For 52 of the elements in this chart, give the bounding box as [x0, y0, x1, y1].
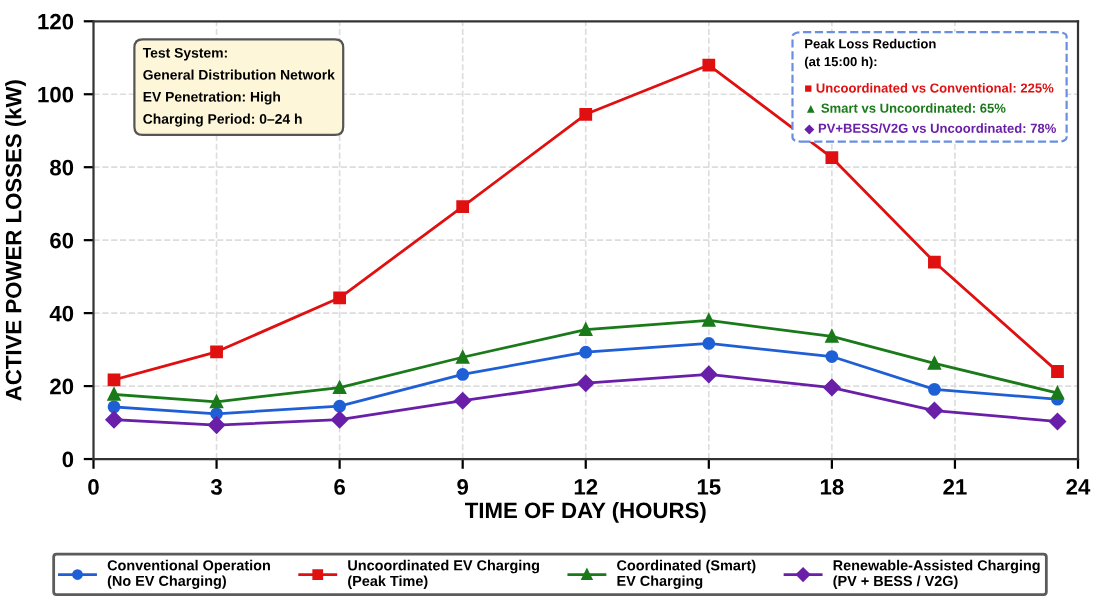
x-tick-label: 0: [88, 479, 99, 495]
x-tick-label: 6: [334, 479, 345, 495]
point: [825, 330, 839, 343]
point: [825, 151, 839, 165]
y-tick-label: 0: [62, 451, 74, 468]
y-tick-label: 40: [49, 305, 74, 322]
point: [1049, 413, 1066, 430]
point: [456, 200, 470, 213]
point: [107, 373, 121, 387]
x-tick-label: 9: [457, 479, 469, 495]
point: [331, 411, 349, 429]
point: [702, 337, 716, 350]
point: [579, 107, 593, 121]
y-tick-label: 80: [50, 159, 74, 176]
point: [454, 392, 472, 410]
point: [456, 368, 470, 381]
point: [210, 395, 223, 409]
point: [333, 399, 347, 413]
x-tick-label: 24: [1066, 479, 1091, 495]
point: [1051, 386, 1064, 400]
point: [105, 411, 123, 429]
y-tick-label: 60: [50, 232, 74, 249]
x-tick-label: 12: [574, 479, 598, 495]
point: [107, 400, 121, 414]
x-axis-title: TIME OF DAY (HOURS): [464, 501, 706, 523]
point: [208, 416, 226, 434]
point: [456, 350, 470, 364]
point: [928, 382, 941, 396]
point: [577, 374, 595, 392]
x-tick-label: 21: [943, 479, 967, 495]
point: [823, 379, 841, 396]
point: [825, 350, 839, 363]
point: [925, 402, 943, 419]
y-tick-label: 20: [50, 378, 74, 395]
point: [333, 381, 347, 394]
y-tick-label: 100: [38, 86, 74, 103]
point: [333, 291, 347, 305]
point: [702, 58, 716, 72]
point: [928, 255, 941, 269]
point: [702, 314, 716, 327]
y-axis-title: ACTIVE POWER LOSSES (kW): [5, 80, 26, 401]
point: [210, 345, 223, 359]
point: [210, 407, 223, 421]
point: [700, 365, 718, 383]
x-tick-label: 18: [820, 479, 844, 495]
y-tick-label: 120: [38, 13, 74, 30]
x-tick-label: 3: [210, 479, 222, 495]
point: [107, 388, 121, 401]
point: [1051, 365, 1064, 378]
x-tick-label: 15: [697, 479, 721, 495]
point: [579, 345, 593, 359]
point: [579, 323, 593, 336]
